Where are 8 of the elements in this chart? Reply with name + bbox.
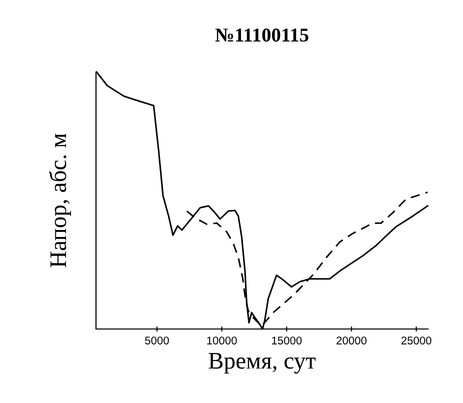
y-axis-title: Напор, абс. м <box>49 134 71 268</box>
x-tick-label: 20000 <box>336 336 366 344</box>
x-axis-title: Время, сут <box>208 353 316 374</box>
x-tick-label: 15000 <box>272 336 302 344</box>
x-tick-label: 25000 <box>401 336 432 344</box>
chart-title: №11100115 <box>215 28 308 42</box>
x-tick-label: 10000 <box>207 336 237 344</box>
x-tick-label: 5000 <box>145 336 169 344</box>
